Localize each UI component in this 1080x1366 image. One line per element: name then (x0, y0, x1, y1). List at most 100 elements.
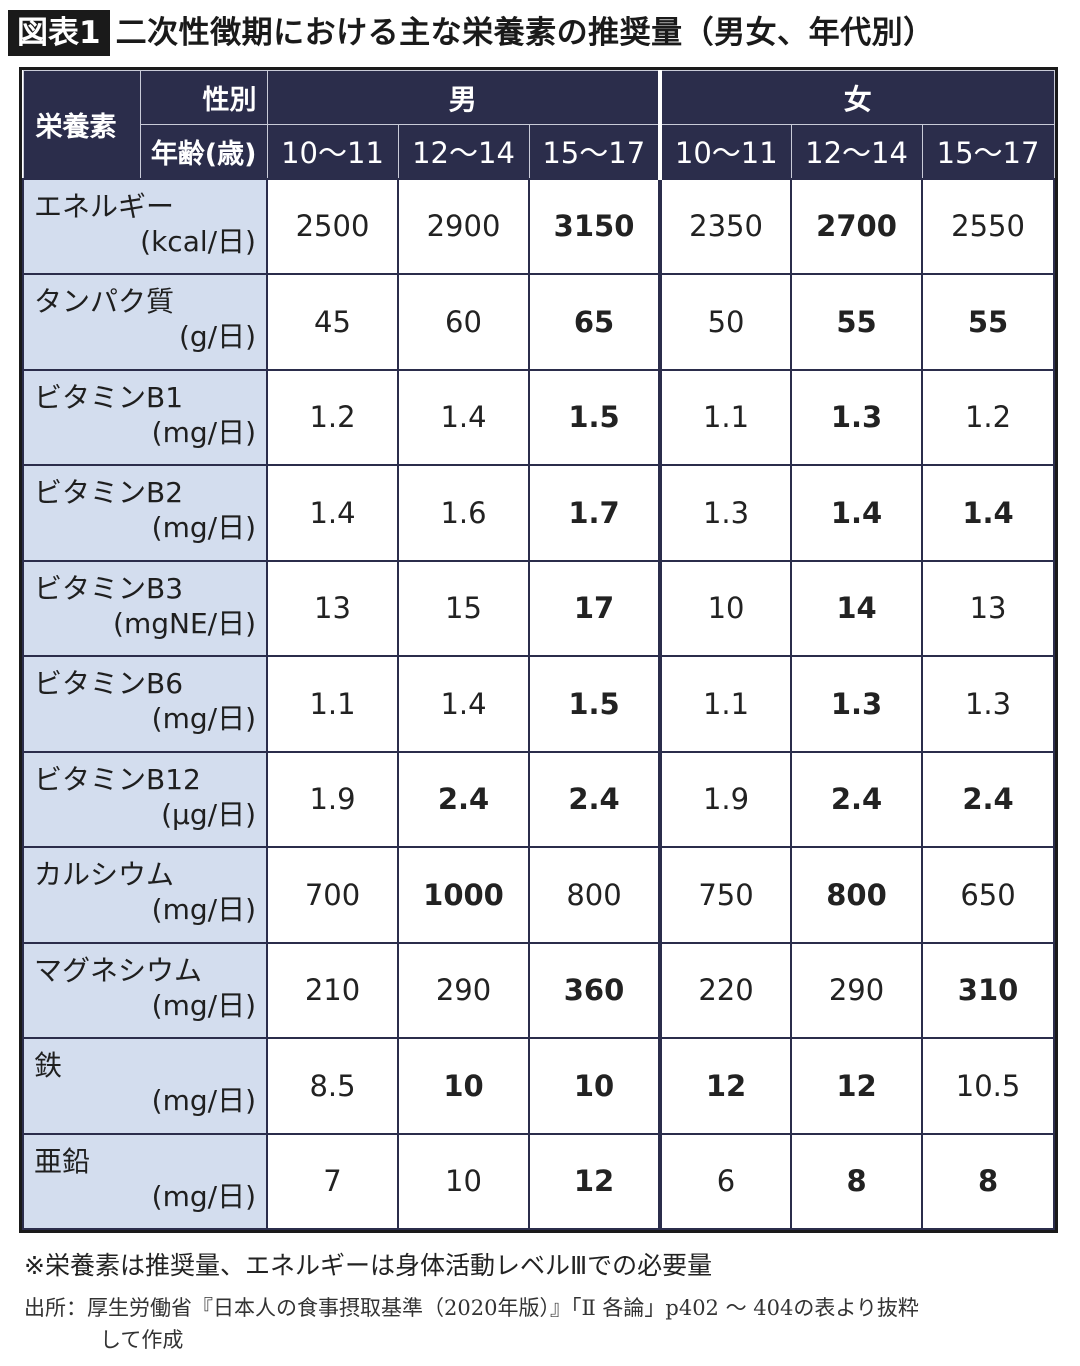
value-cell: 10 (397, 1037, 530, 1135)
value-cell: 220 (658, 941, 793, 1039)
value-cell: 2700 (790, 177, 924, 275)
nutrient-unit: (mg/日) (151, 893, 256, 926)
nutrient-name-cell: タンパク質 (g/日) (22, 273, 268, 371)
source-line-1: 出所：厚生労働省『日本人の食事摂取基準（2020年版）』「Ⅱ 各論」p402 〜… (24, 1296, 919, 1320)
header-row-age: 年齢(歳) 10〜11 12〜14 15〜17 10〜11 12〜14 15〜1… (23, 124, 1055, 179)
nutrient-name: エネルギー (34, 189, 175, 223)
nutrient-unit: (mg/日) (151, 415, 256, 449)
table-row: エネルギー (kcal/日) 2500 2900 3150 2350 2700 2550 (22, 177, 1056, 275)
nutrient-name-cell: ビタミンB12 (μg/日) (22, 750, 268, 848)
nutrient-unit: (mg/日) (151, 988, 256, 1022)
age-group-header: 10〜11 (658, 124, 792, 179)
nutrient-name-cell: ビタミンB6 (mg/日) (22, 655, 268, 753)
value-cell: 2500 (266, 177, 399, 275)
value-cell: 45 (266, 273, 399, 371)
figure-title: 二次性徴期における主な栄養素の推奨量（男女、年代別） (115, 15, 935, 51)
value-cell: 10 (658, 559, 793, 657)
value-cell: 1.6 (397, 464, 530, 562)
value-cell: 2350 (658, 177, 793, 275)
value-cell: 1.1 (658, 368, 793, 466)
nutrient-name: ビタミンB3 (34, 571, 184, 605)
value-cell: 8.5 (266, 1037, 399, 1135)
value-cell: 800 (790, 846, 924, 944)
value-cell: 1.9 (658, 750, 793, 848)
table-row: 亜鉛 (mg/日) 7 10 12 6 8 8 (22, 1132, 1056, 1230)
age-group-header: 15〜17 (528, 124, 661, 179)
table-row: タンパク質 (g/日) 45 60 65 50 55 55 (22, 273, 1056, 371)
age-label: 年齢(歳) (139, 124, 268, 179)
value-cell: 12 (658, 1037, 793, 1135)
value-cell: 290 (397, 941, 530, 1039)
nutrient-column-header: 栄養素 (22, 70, 141, 179)
source-line-2: して作成 (100, 1328, 184, 1352)
value-cell: 1.9 (266, 750, 399, 848)
sex-label: 性別 (139, 70, 268, 125)
value-cell: 7 (266, 1132, 399, 1230)
nutrient-name-cell: 亜鉛 (mg/日) (22, 1132, 268, 1230)
nutrient-name-cell: ビタミンB3 (mgNE/日) (22, 559, 268, 657)
value-cell: 12 (790, 1037, 924, 1135)
value-cell: 65 (527, 273, 662, 371)
value-cell: 1.4 (397, 655, 530, 753)
age-group-header: 12〜14 (397, 124, 530, 179)
value-cell: 2550 (921, 177, 1056, 275)
figure-header: 図表1 二次性徴期における主な栄養素の推奨量（男女、年代別） (8, 8, 935, 58)
nutrient-unit: (mg/日) (151, 1084, 256, 1117)
value-cell: 210 (266, 941, 399, 1039)
value-cell: 290 (790, 941, 924, 1039)
value-cell: 1.2 (266, 368, 399, 466)
value-cell: 1.3 (790, 655, 924, 753)
nutrient-name-cell: 鉄 (mg/日) (22, 1037, 268, 1135)
value-cell: 13 (921, 559, 1056, 657)
nutrient-name: ビタミンB12 (34, 762, 201, 796)
nutrient-unit: (mg/日) (151, 1179, 256, 1213)
value-cell: 6 (658, 1132, 793, 1230)
nutrient-table: 栄養素 性別 男 女 年齢(歳) 10〜11 12〜14 15〜17 10〜11… (18, 67, 1059, 1233)
nutrient-name: 鉄 (34, 1049, 63, 1082)
value-cell: 1.4 (397, 368, 530, 466)
table-row: ビタミンB1 (mg/日) 1.2 1.4 1.5 1.1 1.3 1.2 (22, 368, 1056, 466)
nutrient-unit: (g/日) (178, 320, 256, 353)
age-group-header: 12〜14 (790, 124, 923, 179)
table-row: マグネシウム (mg/日) 210 290 360 220 290 310 (22, 941, 1056, 1039)
nutrient-name-cell: ビタミンB1 (mg/日) (22, 368, 268, 466)
value-cell: 700 (266, 846, 399, 944)
value-cell: 1.5 (527, 368, 662, 466)
value-cell: 1.3 (921, 655, 1056, 753)
value-cell: 360 (527, 941, 662, 1039)
table-row: ビタミンB2 (mg/日) 1.4 1.6 1.7 1.3 1.4 1.4 (22, 464, 1056, 562)
nutrient-name-cell: カルシウム (mg/日) (22, 846, 268, 944)
value-cell: 14 (790, 559, 924, 657)
value-cell: 800 (527, 846, 662, 944)
value-cell: 3150 (527, 177, 662, 275)
nutrient-rows: エネルギー (kcal/日) 2500 2900 3150 2350 2700 2550 タンパ… (22, 177, 1056, 1230)
value-cell: 1.2 (921, 368, 1056, 466)
nutrient-name: ビタミンB2 (34, 476, 184, 509)
nutrient-name: ビタミンB6 (34, 667, 184, 700)
nutrient-name: 亜鉛 (34, 1144, 91, 1178)
table-row: ビタミンB3 (mgNE/日) 13 15 17 10 14 13 (22, 559, 1056, 657)
value-cell: 15 (397, 559, 530, 657)
value-cell: 55 (790, 273, 924, 371)
nutrient-unit: (μg/日) (161, 797, 256, 831)
table-row: ビタミンB12 (μg/日) 1.9 2.4 2.4 1.9 2.4 2.4 (22, 750, 1056, 848)
value-cell: 1.7 (527, 464, 662, 562)
table-row: 鉄 (mg/日) 8.5 10 10 12 12 10.5 (22, 1037, 1056, 1135)
value-cell: 1.1 (658, 655, 793, 753)
value-cell: 2.4 (527, 750, 662, 848)
nutrient-unit: (mg/日) (151, 702, 256, 735)
nutrient-unit: (mgNE/日) (113, 606, 256, 640)
nutrient-name: マグネシウム (34, 953, 203, 987)
value-cell: 55 (921, 273, 1056, 371)
value-cell: 750 (658, 846, 793, 944)
footnote: ※栄養素は推奨量、エネルギーは身体活動レベルⅢでの必要量 (24, 1251, 713, 1280)
nutrient-unit: (kcal/日) (140, 224, 256, 258)
nutrient-name-cell: エネルギー (kcal/日) (22, 177, 268, 275)
value-cell: 1.1 (266, 655, 399, 753)
value-cell: 2.4 (790, 750, 924, 848)
value-cell: 2.4 (921, 750, 1056, 848)
value-cell: 17 (527, 559, 662, 657)
value-cell: 60 (397, 273, 530, 371)
value-cell: 1.4 (266, 464, 399, 562)
nutrient-name-cell: マグネシウム (mg/日) (22, 941, 268, 1039)
